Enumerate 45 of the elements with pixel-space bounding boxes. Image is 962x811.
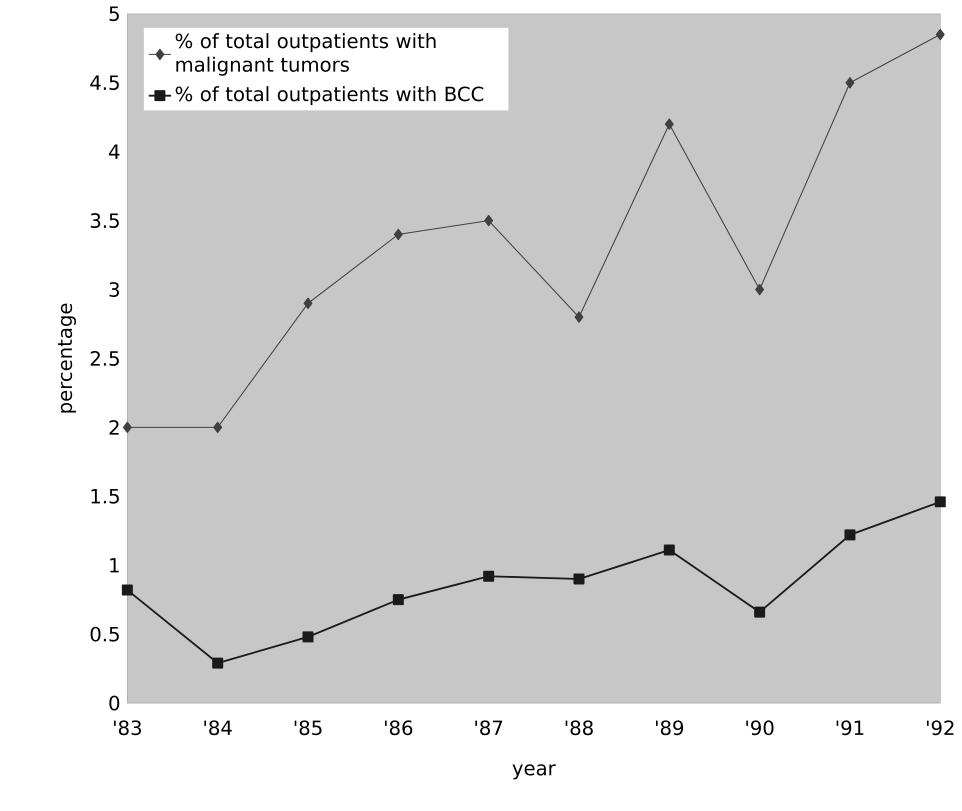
- point: [394, 228, 403, 240]
- x-tick-label: '91: [836, 720, 864, 736]
- point: [302, 631, 314, 642]
- y-tick-label: 5: [110, 6, 119, 22]
- point: [213, 422, 222, 434]
- x-tick-label: '86: [385, 720, 412, 736]
- y-tick-label: 0.5: [90, 626, 119, 642]
- y-tick-label: 4.5: [90, 75, 119, 90]
- y-tick-label: 2.5: [90, 350, 119, 366]
- point: [664, 544, 675, 556]
- point: [934, 496, 946, 508]
- point: [304, 298, 312, 310]
- legend-label: % of total outpatients with malignant tumors: [176, 33, 436, 76]
- x-tick-label: '89: [656, 720, 684, 736]
- point: [574, 311, 584, 323]
- y-axis-title: percentage: [58, 304, 76, 413]
- y-tick-label: 0: [109, 696, 120, 710]
- x-tick-label: '84: [204, 720, 232, 736]
- y-tick-label: 2: [109, 420, 119, 435]
- x-tick-label: '92: [926, 720, 954, 736]
- x-tick-label: '90: [746, 720, 774, 736]
- point: [212, 658, 224, 669]
- y-tick-label: 1.5: [91, 488, 119, 504]
- x-tick-label: '87: [475, 720, 502, 736]
- x-axis-title: year: [512, 764, 556, 780]
- y-tick-label: 4: [109, 144, 120, 159]
- point: [483, 570, 494, 582]
- y-tick-label: 1: [110, 558, 119, 572]
- point: [573, 573, 584, 584]
- point: [936, 28, 945, 40]
- point: [392, 594, 404, 606]
- point: [844, 529, 856, 540]
- point: [122, 422, 132, 434]
- point: [846, 76, 854, 88]
- legend-label: % of total outpatients with BCC: [176, 86, 484, 106]
- y-tick-label: 3: [110, 282, 119, 297]
- point: [755, 284, 764, 296]
- y-tick-label: 3.5: [90, 213, 119, 228]
- x-tick-label: '85: [294, 720, 322, 736]
- point: [484, 214, 494, 226]
- point: [664, 118, 674, 130]
- x-tick-label: '83: [114, 720, 141, 736]
- point: [122, 584, 133, 596]
- x-tick-label: '88: [566, 720, 593, 736]
- point: [754, 606, 766, 618]
